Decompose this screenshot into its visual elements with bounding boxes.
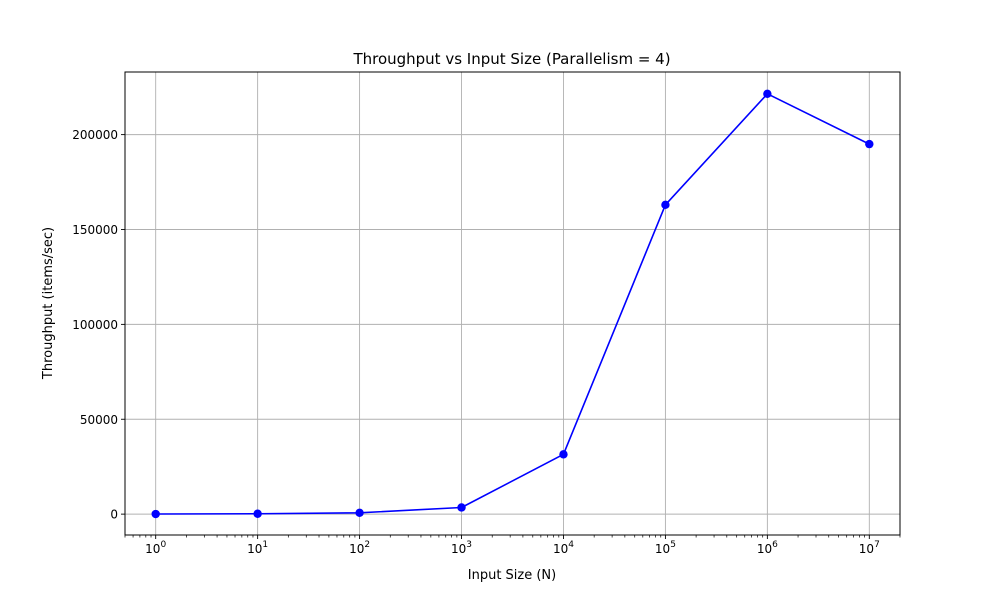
axes: 100 101 102 103 104 105 106 107 0 50000 100000 1500…	[72, 128, 901, 556]
x-tick-label: 107	[859, 540, 880, 556]
x-tick-label: 100	[145, 540, 166, 556]
x-tick-label: 104	[553, 540, 574, 556]
data-point	[253, 509, 262, 518]
data-point	[661, 200, 670, 210]
x-tick-label: 103	[451, 540, 472, 556]
y-axis-label: Throughput (items/sec)	[41, 227, 56, 380]
y-tick-label: 200000	[72, 128, 118, 142]
data-point	[355, 508, 364, 517]
data-point	[865, 139, 874, 149]
x-tick-label: 102	[349, 540, 370, 556]
data-point	[559, 450, 568, 459]
x-tick-label: 105	[655, 540, 676, 556]
data-point	[763, 89, 772, 99]
y-tick-label: 100000	[72, 318, 118, 332]
x-tick-label: 106	[757, 540, 778, 556]
plot-frame	[124, 71, 901, 536]
data-point	[151, 509, 160, 519]
x-tick-label: 101	[247, 540, 268, 556]
grid	[125, 72, 900, 535]
x-axis-label: Input Size (N)	[468, 568, 556, 583]
y-tick-label: 150000	[72, 223, 118, 237]
series-line	[155, 93, 870, 515]
y-tick-label: 50000	[80, 413, 118, 427]
chart-title: Throughput vs Input Size (Parallelism = …	[352, 50, 670, 68]
data-series	[151, 89, 874, 519]
data-point	[457, 503, 466, 512]
y-tick-label: 0	[110, 508, 118, 522]
